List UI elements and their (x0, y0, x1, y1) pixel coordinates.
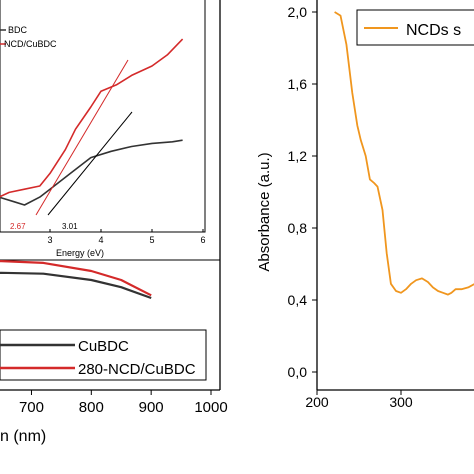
inset-legend-label-2: NCD/CuBDC (4, 39, 57, 49)
main-plot-area (0, 260, 152, 300)
inset-x-tick-label: 6 (200, 235, 205, 245)
right-y-tick-label: 0,0 (288, 364, 308, 380)
main-x-tick-label: 1000 (194, 399, 227, 416)
inset-series-1-line (0, 38, 184, 198)
right-y-tick-label: 0,8 (288, 220, 308, 236)
inset-x-tick-label: 4 (98, 235, 103, 245)
right-y-tick-label: 1,2 (288, 148, 308, 164)
inset-tangent-black (47, 111, 133, 216)
main-legend-label-2: 280-NCD/CuBDC (78, 361, 196, 378)
inset-legend-label-1: BDC (8, 25, 28, 35)
main-x-ticks: 700 800 900 1000 (19, 390, 228, 416)
right-y-tick-label: 1,6 (288, 76, 308, 92)
right-x-ticks: 20030040 (305, 390, 413, 410)
left-panel: 3 4 5 6 Energy (eV) BDC NCD/CuBDC 2.67 3.01… (0, 0, 228, 445)
right-x-tick-label: 300 (389, 394, 413, 410)
right-y-ticks: 0,0 0,4 0,8 1,2 1,6 2,0 (288, 4, 317, 380)
inset-frame (0, 0, 206, 233)
main-x-axis-title: n (nm) (0, 428, 46, 445)
inset-tangent-red (35, 59, 129, 216)
annotation-267: 2.67 (10, 222, 26, 231)
inset-x-ticks: 3 4 5 6 (47, 229, 206, 245)
right-plot-area (334, 11, 474, 296)
main-series-0-line (0, 271, 152, 300)
main-x-tick-label: 900 (139, 399, 164, 416)
right-y-tick-label: 0,4 (288, 292, 308, 308)
right-x-tick-label: 200 (305, 394, 329, 410)
right-y-tick-label: 2,0 (288, 4, 308, 20)
inset-x-tick-label: 5 (149, 235, 154, 245)
main-x-tick-label: 700 (19, 399, 44, 416)
inset-series-0-line (0, 139, 183, 206)
main-series-1-line (0, 260, 152, 297)
inset-plot-area (0, 38, 184, 206)
right-series-0-line (334, 11, 474, 296)
right-legend-label: NCDs s (406, 22, 461, 39)
main-legend-box (0, 329, 207, 381)
main-legend-label-1: CuBDC (78, 338, 129, 355)
annotation-301: 3.01 (62, 222, 78, 231)
main-x-tick-label: 800 (79, 399, 104, 416)
right-y-axis-title: Absorbance (a.u.) (256, 152, 273, 271)
right-panel: 0,00,40,81,21,62,0 20030040 Absorbance (… (256, 0, 474, 410)
inset-x-tick-label: 3 (47, 235, 52, 245)
inset-x-axis-title: Energy (eV) (56, 248, 104, 258)
